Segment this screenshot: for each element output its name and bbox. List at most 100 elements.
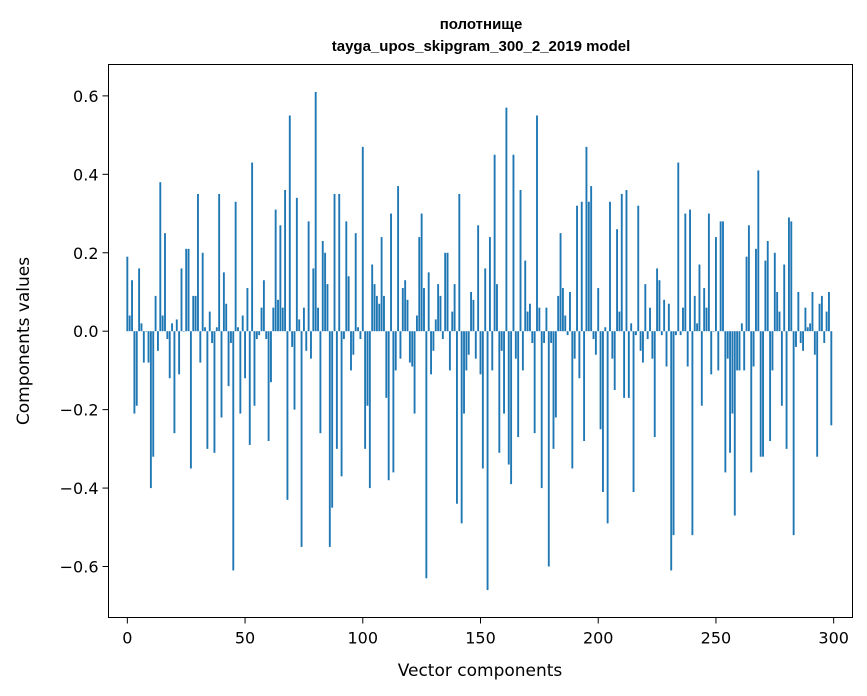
bar-46 (234, 201, 237, 332)
bar-259 (736, 331, 739, 371)
bar-243 (698, 264, 701, 332)
bar-244 (700, 331, 703, 406)
bar-191 (576, 205, 578, 332)
bar-162 (507, 331, 510, 465)
bar-123 (415, 315, 418, 332)
bar-79 (312, 268, 315, 332)
bar-87 (331, 331, 334, 508)
bar-184 (559, 233, 562, 332)
bar-34 (206, 331, 209, 449)
bar-53 (251, 162, 254, 332)
bar-40 (220, 331, 223, 418)
bar-112 (390, 213, 392, 332)
bar-278 (780, 331, 783, 406)
y-tick-label: −0.4 (60, 479, 99, 498)
bar-262 (743, 331, 746, 371)
bar-107 (378, 303, 381, 332)
bar-140 (456, 331, 458, 504)
bar-122 (413, 331, 416, 414)
bar-265 (750, 331, 753, 473)
bar-182 (554, 331, 557, 418)
bar-263 (745, 256, 748, 332)
bar-130 (432, 331, 435, 351)
bar-256 (729, 331, 732, 453)
bar-41 (222, 272, 225, 332)
bar-98 (357, 327, 360, 332)
bar-32 (201, 252, 204, 332)
bar-70 (291, 331, 294, 347)
bar-76 (305, 331, 308, 351)
bar-27 (189, 331, 192, 469)
bar-194 (583, 331, 586, 442)
bar-134 (441, 331, 444, 340)
bar-42 (225, 303, 228, 332)
bar-288 (804, 307, 807, 332)
bar-240 (691, 331, 694, 536)
bar-268 (757, 170, 760, 332)
bar-108 (380, 237, 383, 332)
bar-44 (229, 331, 232, 343)
bar-72 (295, 197, 298, 332)
bar-172 (531, 331, 534, 343)
bar-217 (637, 205, 640, 332)
bar-208 (616, 229, 618, 332)
bar-73 (298, 319, 301, 332)
bar-168 (521, 331, 524, 371)
bar-205 (609, 201, 611, 332)
bar-62 (272, 307, 275, 332)
bar-260 (738, 331, 741, 371)
bar-65 (279, 225, 282, 332)
bar-133 (439, 295, 442, 332)
bar-14 (159, 182, 162, 332)
bar-125 (420, 213, 423, 332)
y-tick-label: −0.2 (60, 401, 99, 420)
bar-158 (498, 331, 501, 453)
bar-241 (693, 295, 696, 332)
bar-207 (613, 331, 616, 391)
bar-127 (425, 331, 428, 579)
bar-29 (194, 295, 197, 332)
bar-33 (204, 327, 206, 332)
bar-66 (281, 307, 284, 332)
bar-77 (307, 221, 310, 332)
bar-61 (270, 331, 272, 383)
bar-9 (147, 331, 150, 363)
bar-174 (536, 115, 538, 332)
bar-296 (823, 331, 826, 343)
bar-47 (237, 327, 239, 332)
bar-88 (333, 193, 336, 332)
bar-294 (818, 303, 821, 332)
bar-189 (571, 331, 574, 469)
bar-272 (766, 240, 769, 332)
chart-title-line1: полотнище (440, 16, 523, 33)
bar-128 (427, 272, 430, 332)
bar-178 (545, 307, 548, 332)
bar-139 (453, 284, 456, 332)
bar-49 (241, 315, 244, 332)
bar-202 (601, 331, 604, 492)
bar-92 (343, 331, 345, 340)
bar-251 (717, 331, 720, 371)
bar-94 (347, 276, 350, 332)
bar-111 (387, 331, 390, 481)
bar-129 (430, 331, 432, 375)
bar-196 (587, 201, 590, 332)
bar-82 (319, 331, 322, 434)
bar-246 (705, 307, 708, 332)
bar-210 (620, 193, 623, 332)
bar-192 (578, 331, 581, 379)
bar-183 (557, 295, 560, 332)
bar-141 (458, 193, 461, 332)
bar-228 (663, 299, 666, 332)
bar-102 (366, 331, 369, 406)
bar-8 (145, 331, 148, 332)
bar-176 (540, 331, 543, 489)
bar-5 (138, 268, 141, 332)
bar-166 (517, 331, 520, 438)
bar-115 (397, 186, 400, 332)
bar-117 (401, 288, 404, 332)
bar-23 (180, 268, 183, 332)
bar-145 (467, 331, 470, 355)
bar-299 (830, 331, 833, 426)
